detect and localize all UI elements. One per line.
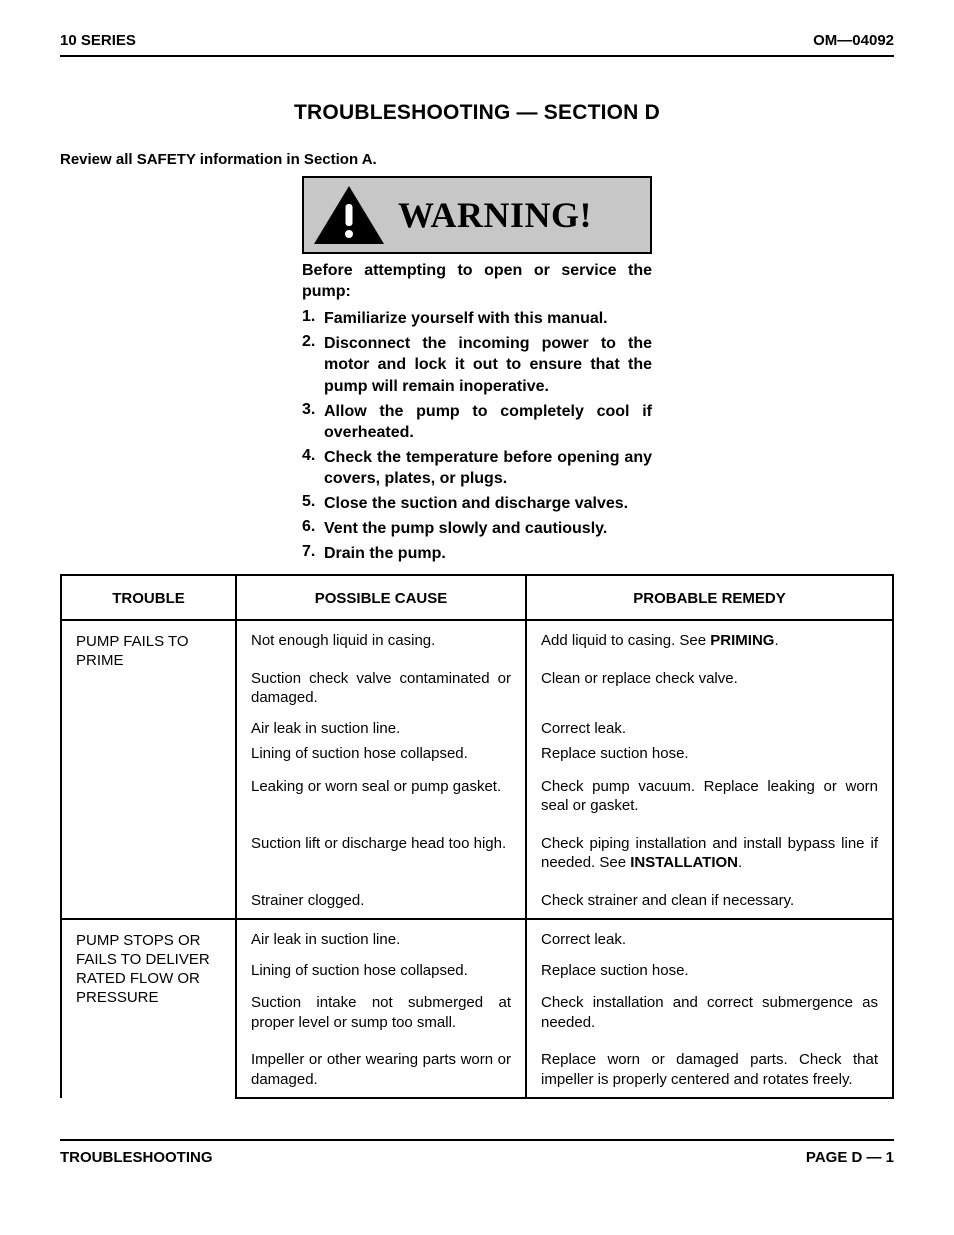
table-row: PUMP FAILS TO PRIME Not enough liquid in…: [61, 620, 893, 659]
warning-banner: WARNING!: [302, 176, 652, 254]
remedy-cell: Correct leak.: [526, 716, 893, 742]
cause-cell: Leaking or worn seal or pump gasket.: [236, 767, 526, 824]
remedy-cell: Check pump vacuum. Replace leaking or wo…: [526, 767, 893, 824]
remedy-cell: Check strainer and clean if necessary.: [526, 881, 893, 920]
warning-item: 4.Check the temperature before opening a…: [302, 447, 652, 489]
footer-left: TROUBLESHOOTING: [60, 1149, 213, 1166]
warning-item: 7.Drain the pump.: [302, 543, 652, 564]
trouble-cell: PUMP FAILS TO PRIME: [61, 620, 236, 919]
table-row: PUMP STOPS OR FAILS TO DELIVER RATED FLO…: [61, 919, 893, 958]
cause-cell: Strainer clogged.: [236, 881, 526, 920]
cause-cell: Lining of suction hose collapsed.: [236, 741, 526, 767]
troubleshooting-table: TROUBLE POSSIBLE CAUSE PROBABLE REMEDY P…: [60, 574, 894, 1099]
remedy-cell: Clean or replace check valve.: [526, 659, 893, 716]
warning-item: 1.Familiarize yourself with this manual.: [302, 308, 652, 329]
cause-cell: Air leak in suction line.: [236, 716, 526, 742]
page-footer: TROUBLESHOOTING PAGE D — 1: [60, 1139, 894, 1166]
col-header-remedy: PROBABLE REMEDY: [526, 575, 893, 620]
section-title: TROUBLESHOOTING — SECTION D: [60, 101, 894, 125]
col-header-cause: POSSIBLE CAUSE: [236, 575, 526, 620]
cause-cell: Impeller or other wearing parts worn or …: [236, 1040, 526, 1098]
cause-cell: Suction check valve contaminated or dama…: [236, 659, 526, 716]
cause-cell: Suction lift or discharge head too high.: [236, 824, 526, 881]
remedy-cell: Replace suction hose.: [526, 958, 893, 984]
cause-cell: Air leak in suction line.: [236, 919, 526, 958]
cause-cell: Lining of suction hose collapsed.: [236, 958, 526, 984]
warning-list: 1.Familiarize yourself with this manual.…: [302, 308, 652, 564]
page: 10 SERIES OM—04092 TROUBLESHOOTING — SEC…: [0, 0, 954, 1194]
warning-item: 3.Allow the pump to completely cool if o…: [302, 401, 652, 443]
remedy-cell: Correct leak.: [526, 919, 893, 958]
trouble-cell: PUMP STOPS OR FAILS TO DELIVER RATED FLO…: [61, 919, 236, 1098]
cause-cell: Not enough liquid in casing.: [236, 620, 526, 659]
warning-item: 6.Vent the pump slowly and cautiously.: [302, 518, 652, 539]
warning-triangle-icon: [312, 184, 386, 246]
warning-item: 5.Close the suction and discharge valves…: [302, 493, 652, 514]
remedy-cell: Replace suction hose.: [526, 741, 893, 767]
remedy-cell: Replace worn or damaged parts. Check tha…: [526, 1040, 893, 1098]
remedy-cell: Check installation and correct submergen…: [526, 983, 893, 1040]
header-right: OM—04092: [813, 32, 894, 49]
page-header: 10 SERIES OM—04092: [60, 32, 894, 57]
remedy-cell: Check piping installation and install by…: [526, 824, 893, 881]
warning-item: 2.Disconnect the incoming power to the m…: [302, 333, 652, 396]
footer-right: PAGE D — 1: [806, 1149, 894, 1166]
header-left: 10 SERIES: [60, 32, 136, 49]
warning-block: WARNING! Before attempting to open or se…: [302, 176, 652, 564]
warning-intro: Before attempting to open or service the…: [302, 260, 652, 302]
cause-cell: Suction intake not submerged at proper l…: [236, 983, 526, 1040]
col-header-trouble: TROUBLE: [61, 575, 236, 620]
review-safety-line: Review all SAFETY information in Section…: [60, 151, 894, 168]
remedy-cell: Add liquid to casing. See PRIMING.: [526, 620, 893, 659]
table-header-row: TROUBLE POSSIBLE CAUSE PROBABLE REMEDY: [61, 575, 893, 620]
warning-label: WARNING!: [398, 194, 592, 236]
